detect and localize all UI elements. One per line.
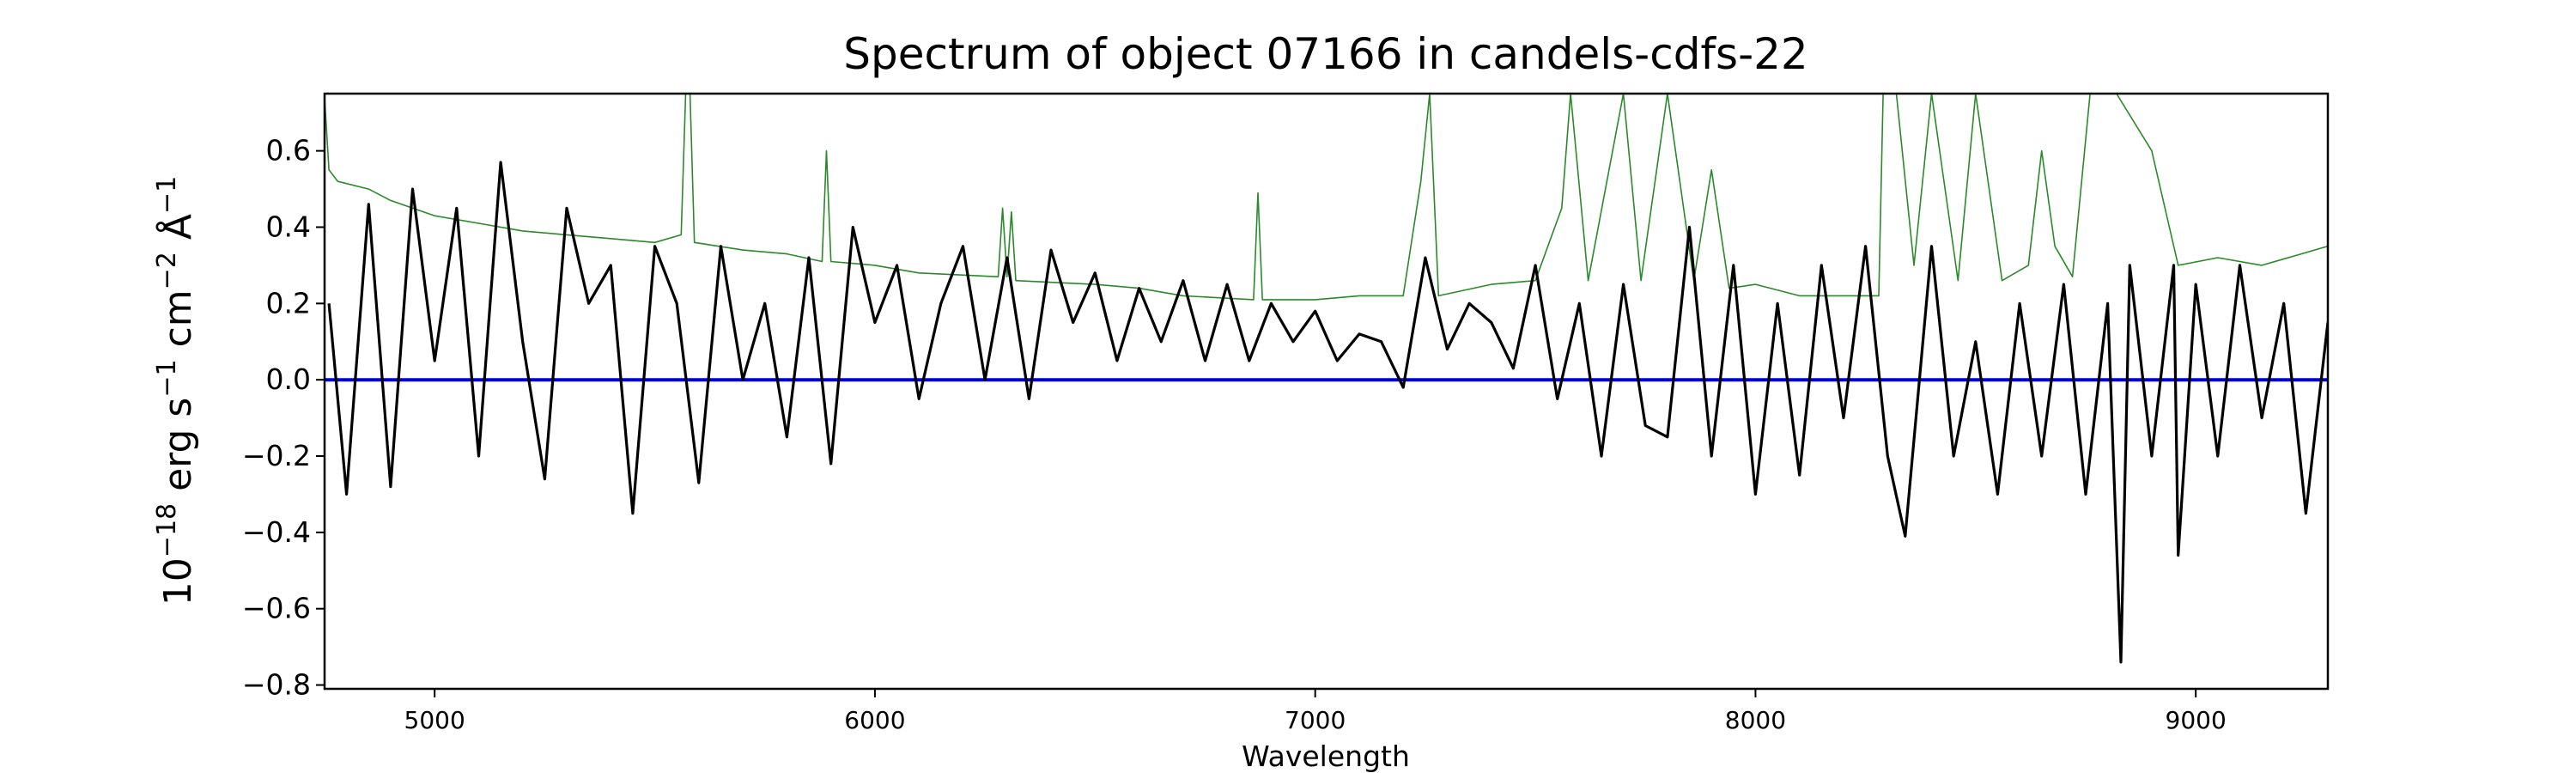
series-line-error xyxy=(325,94,2328,301)
y-tick-label: −0.4 xyxy=(242,515,311,549)
plot-area xyxy=(325,94,2328,664)
y-tick-label: 0.0 xyxy=(266,362,311,396)
y-tick-label: 0.6 xyxy=(266,134,311,167)
y-tick-label: −0.2 xyxy=(242,439,311,472)
x-tick-label: 8000 xyxy=(1725,706,1786,734)
series-line-flux xyxy=(327,161,2328,664)
x-tick-label: 6000 xyxy=(844,706,905,734)
x-tick-label: 9000 xyxy=(2166,706,2227,734)
x-axis-label: Wavelength xyxy=(1242,740,1410,773)
y-tick-label: 0.2 xyxy=(266,286,311,320)
x-tick-label: 5000 xyxy=(404,706,465,734)
y-tick-label: 0.4 xyxy=(266,210,311,243)
y-tick-label: −0.8 xyxy=(242,668,311,702)
y-tick-label: −0.6 xyxy=(242,592,311,625)
x-axis: 5000 6000 7000 8000 9000 xyxy=(404,689,2227,734)
axes-frame xyxy=(323,92,2330,691)
y-axis-label: 10−18 erg s−1 cm−2 Å−1 xyxy=(152,176,200,606)
y-axis: 0.6 0.4 0.2 0.0 −0.2 −0.4 −0.6 −0.8 xyxy=(242,134,325,702)
chart-title: Spectrum of object 07166 in candels-cdfs… xyxy=(843,29,1808,79)
x-tick-label: 7000 xyxy=(1285,706,1346,734)
